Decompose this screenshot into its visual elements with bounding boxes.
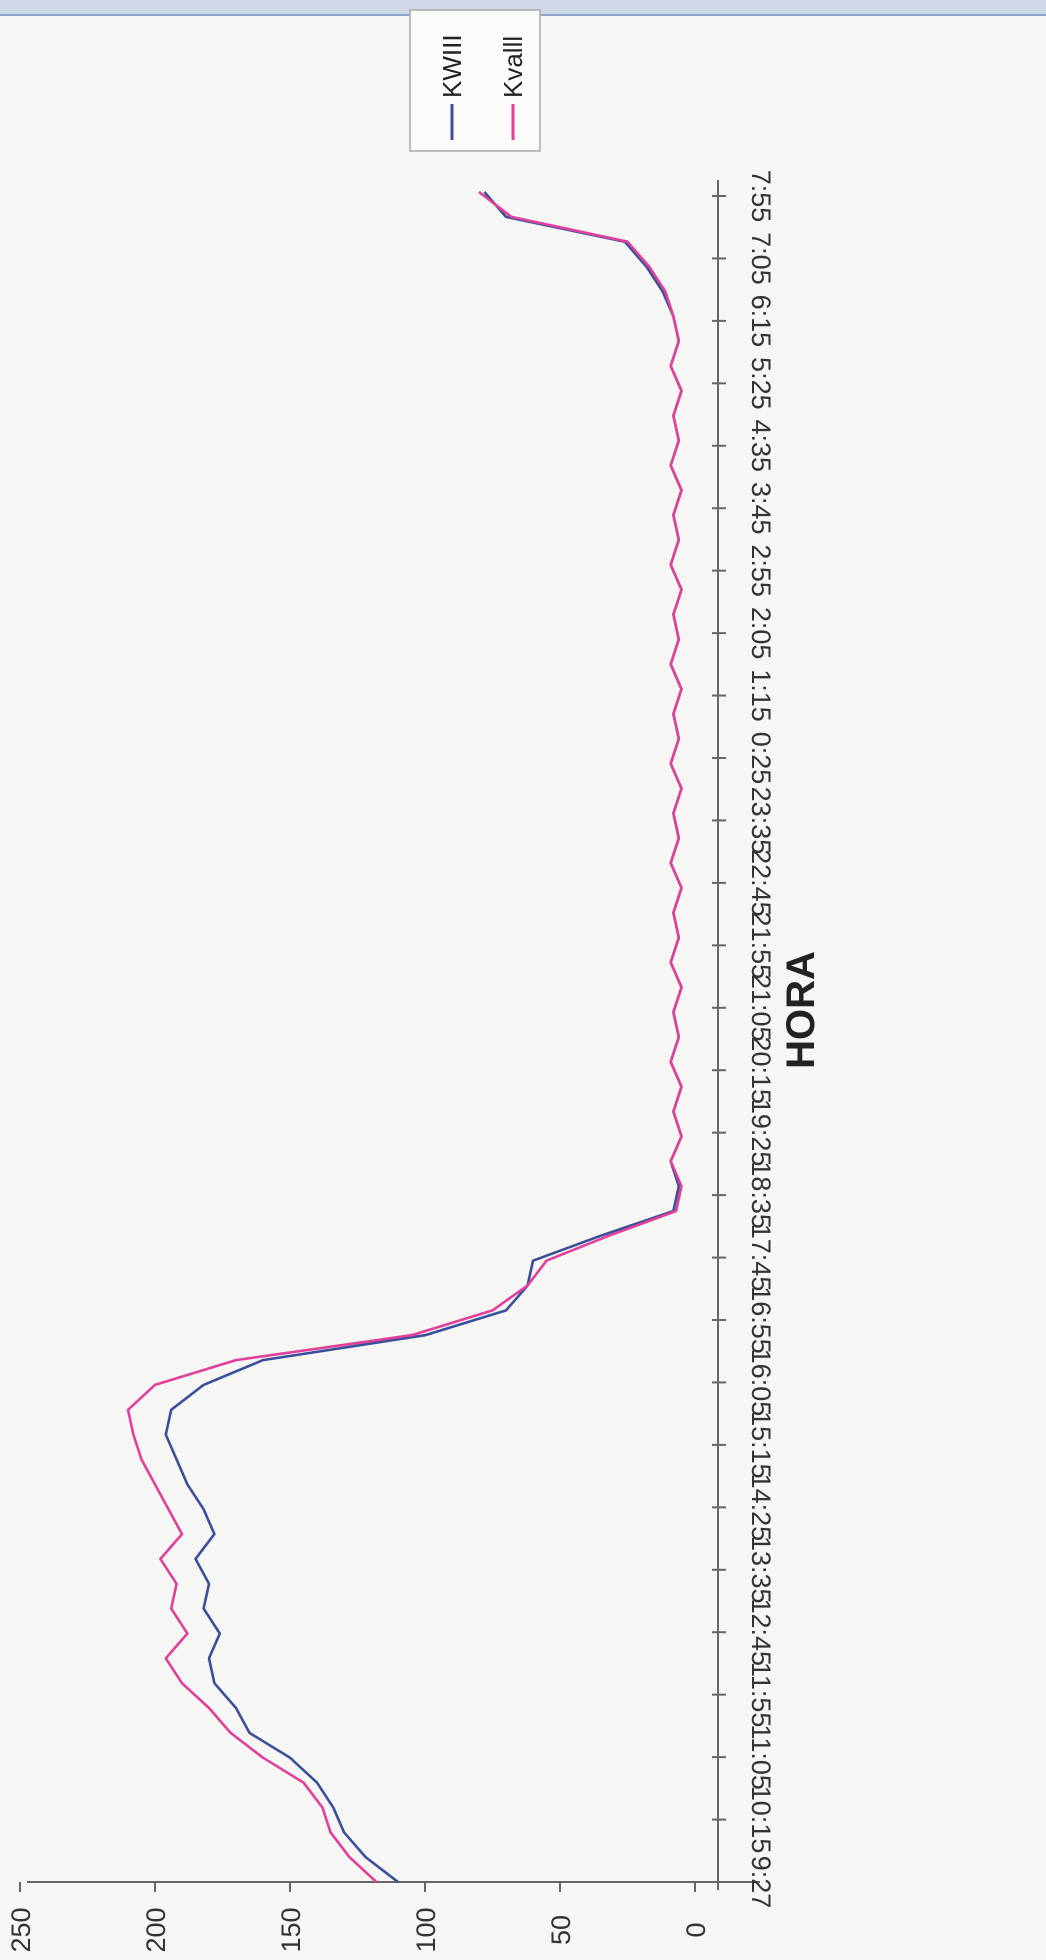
time-tick-label: 21:55 <box>746 912 776 980</box>
value-tick-label: 250 <box>6 1907 36 1952</box>
time-tick-label: 0:25 <box>746 732 776 785</box>
time-tick-label: 13:35 <box>746 1536 776 1604</box>
legend-box <box>409 9 541 152</box>
time-tick-label: 20:15 <box>746 1036 776 1104</box>
time-tick-label: 2:05 <box>746 607 776 660</box>
time-tick-label: 9:27 <box>746 1856 776 1909</box>
time-axis-ticks: 9:2710:1511:0511:5512:4513:3514:2515:151… <box>712 170 776 1909</box>
value-tick-label: 50 <box>546 1915 576 1945</box>
time-tick-label: 5:25 <box>746 357 776 410</box>
time-tick-label: 7:05 <box>746 232 776 285</box>
time-tick-label: 7:55 <box>746 170 776 223</box>
time-tick-label: 11:55 <box>746 1662 776 1728</box>
series-lines <box>126 190 683 1884</box>
legend: KWIII Kvalll <box>409 9 541 152</box>
time-tick-label: 11:05 <box>746 1724 776 1790</box>
time-tick-label: 23:35 <box>746 787 776 855</box>
value-tick-label: 150 <box>276 1907 306 1952</box>
time-tick-label: 17:45 <box>746 1224 776 1292</box>
time-tick-label: 14:25 <box>746 1474 776 1542</box>
time-tick-label: 3:45 <box>746 482 776 535</box>
time-tick-label: 16:05 <box>746 1349 776 1417</box>
value-tick-label: 200 <box>141 1907 171 1952</box>
value-tick-label: 100 <box>411 1907 441 1952</box>
legend-label-kvalll: Kvalll <box>498 36 528 98</box>
series-line-kwiii <box>164 191 683 1884</box>
time-tick-label: 4:35 <box>746 419 776 472</box>
time-tick-label: 18:35 <box>746 1161 776 1229</box>
time-tick-label: 1:15 <box>746 669 776 722</box>
time-tick-label: 2:55 <box>746 544 776 597</box>
value-axis-ticks: 0 50 100 150 200 250 <box>6 1882 711 1953</box>
time-tick-label: 16:55 <box>746 1286 776 1354</box>
time-tick-label: 12:45 <box>746 1598 776 1666</box>
time-tick-label: 10:15 <box>746 1786 776 1854</box>
value-tick-label: 0 <box>681 1922 711 1937</box>
time-tick-label: 19:25 <box>746 1099 776 1167</box>
legend-label-kwiii: KWIII <box>437 34 467 98</box>
series-line-kvalll <box>126 190 683 1883</box>
time-tick-label: 21:05 <box>746 974 776 1042</box>
time-tick-label: 6:15 <box>746 295 776 348</box>
time-tick-label: 15:15 <box>746 1411 776 1479</box>
time-tick-label: 22:45 <box>746 849 776 917</box>
x-axis-title: HORA <box>779 951 823 1069</box>
